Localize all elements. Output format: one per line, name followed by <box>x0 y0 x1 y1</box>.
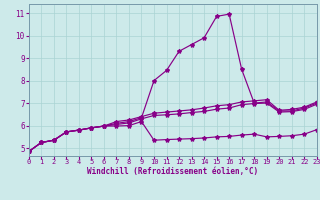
X-axis label: Windchill (Refroidissement éolien,°C): Windchill (Refroidissement éolien,°C) <box>87 167 258 176</box>
